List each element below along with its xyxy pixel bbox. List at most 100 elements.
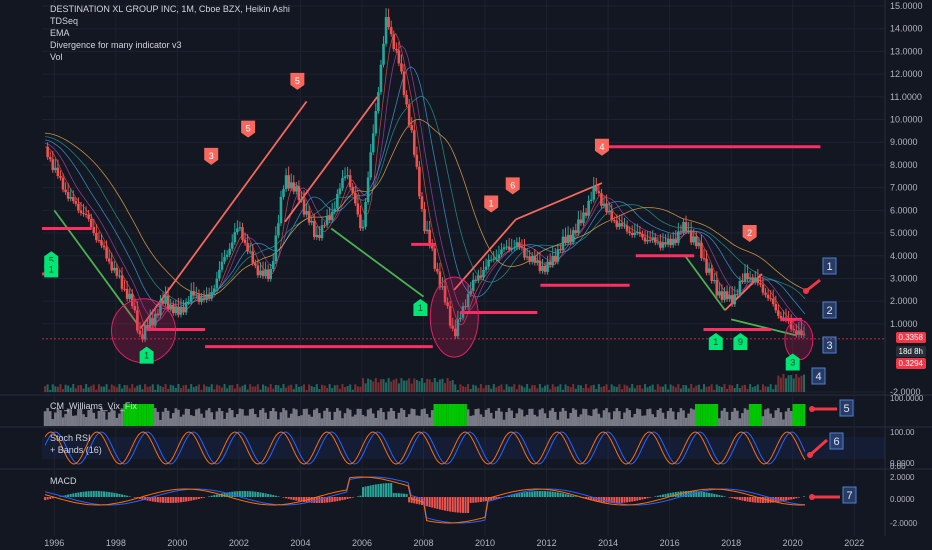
volume-bar (244, 384, 247, 392)
macd-histogram-bar (590, 497, 593, 501)
vix-fix-bar (756, 404, 760, 426)
candle-body (705, 258, 708, 273)
vix-fix-bar (497, 408, 501, 426)
vix-fix-bar (369, 408, 372, 426)
volume-bar (105, 384, 108, 392)
candle-body (728, 295, 731, 300)
macd-histogram-bar (587, 497, 590, 500)
volume-bar (551, 384, 554, 392)
candle-body (256, 265, 260, 276)
candle-body (77, 203, 80, 211)
y-tick-label: 4.0000 (890, 251, 918, 261)
candle-body (612, 220, 616, 222)
callout-box (822, 336, 837, 354)
vix-fix-bar (300, 415, 303, 426)
volume-bar (149, 386, 152, 392)
indicator-tdseq[interactable]: TDSeq (50, 16, 79, 26)
macd-histogram-bar (349, 497, 352, 499)
stoch-rsi-label[interactable]: Stoch RSI (50, 433, 91, 443)
macd-histogram-bar (177, 497, 180, 503)
volume-bar (251, 386, 254, 392)
candle-body (51, 159, 55, 171)
volume-bar (456, 389, 459, 392)
candle-body (792, 329, 796, 331)
candle-body (407, 104, 411, 126)
vix-fix-bar (471, 415, 475, 426)
volume-bar (779, 377, 782, 392)
vix-fix-bar (525, 414, 529, 426)
candle-body (343, 176, 347, 179)
vix-fix-bar (546, 418, 549, 426)
candle-body (69, 197, 73, 199)
candle-body (489, 259, 493, 261)
candle-body (110, 261, 114, 271)
marker-shape (484, 195, 499, 213)
sell-marker: 5 (290, 72, 305, 90)
volume-bar (369, 379, 372, 392)
stoch-band (42, 437, 885, 459)
vix-fix-bar (133, 404, 137, 426)
volume-bar (185, 384, 188, 392)
macd-histogram-bar (792, 497, 795, 499)
candle-body (653, 237, 657, 243)
vix-fix-bar (364, 416, 367, 426)
vix-fix-bar (638, 409, 642, 426)
candle-body (233, 232, 237, 243)
macd-histogram-bar (187, 497, 190, 502)
candle-body (643, 237, 647, 242)
vix-fix-bar (189, 415, 193, 426)
candle-body (128, 293, 131, 299)
candle-body (218, 269, 221, 279)
candle-body (530, 256, 534, 262)
vix-fix-bar (684, 417, 688, 426)
macd-histogram-bar (115, 493, 118, 497)
vix-fix-bar (179, 416, 183, 426)
axes: 15.000014.000013.000012.000011.000010.00… (44, 1, 924, 548)
vix-fix-bar (218, 408, 221, 426)
volume-bar (287, 385, 290, 392)
candle-body (741, 281, 744, 283)
candle-body (154, 313, 157, 326)
vix-fix-bar (628, 410, 631, 426)
vix-fix-bar (392, 410, 396, 426)
sell-marker: 4 (594, 138, 609, 156)
volume-bar (533, 385, 536, 392)
candle-body (528, 256, 531, 262)
candle-body (769, 298, 772, 300)
candle-body (230, 242, 234, 249)
volume-bar (423, 382, 426, 392)
vix-fix-bar (387, 411, 390, 426)
volume-bar (182, 385, 185, 392)
x-tick-label: 2020 (783, 538, 803, 548)
macd-histogram-bar (387, 483, 390, 497)
candle-body (448, 306, 452, 326)
vix-fix-bar (69, 409, 73, 426)
volume-bar (613, 386, 616, 392)
vix-fix-bar (254, 414, 257, 426)
macd-label[interactable]: MACD (50, 476, 77, 486)
macd-histogram-bar (436, 497, 439, 509)
vix-fix-bar (789, 411, 793, 426)
volume-bar (395, 378, 398, 392)
pane-tick-label: 100.00 (890, 428, 915, 437)
marker-shape (413, 298, 428, 316)
macd-histogram-bar (731, 497, 734, 499)
volume-bar (626, 385, 629, 392)
indicator-ema[interactable]: EMA (50, 28, 70, 38)
indicator-vol[interactable]: Vol (50, 52, 63, 62)
vix-fix-bar (159, 419, 162, 426)
volume-bar (428, 379, 431, 392)
volume-bar (587, 387, 590, 392)
indicator-divergence[interactable]: Divergence for many indicator v3 (50, 40, 182, 50)
vix-fix-bar (787, 408, 790, 426)
vix-fix-bar (595, 408, 598, 426)
candle-body (446, 302, 449, 307)
macd-histogram-bar (574, 496, 577, 497)
cm-williams-label[interactable]: CM_Williams_Vix_Fix (50, 401, 137, 411)
candle-body (389, 27, 393, 35)
macd-histogram-bar (372, 484, 375, 497)
candle-body (113, 267, 116, 271)
candle-body (441, 286, 444, 288)
macd-histogram-bar (67, 494, 70, 497)
candle-body (115, 267, 119, 276)
